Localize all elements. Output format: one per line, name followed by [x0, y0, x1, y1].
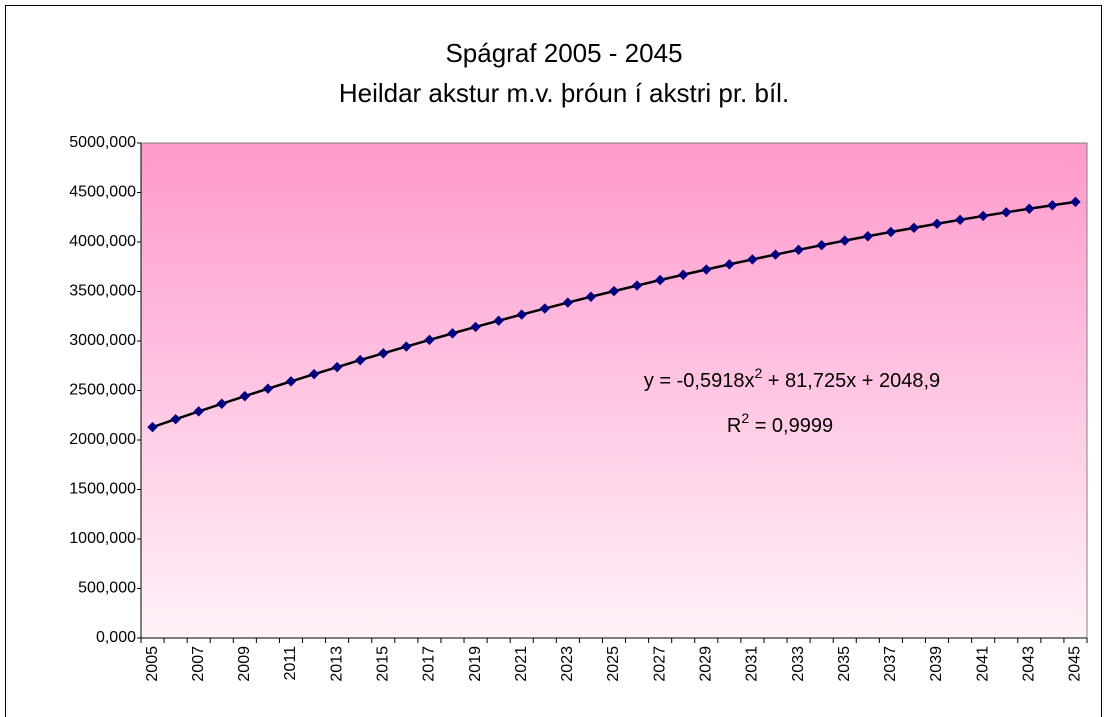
data-marker: [539, 303, 550, 314]
x-tick-label: 2019: [467, 646, 484, 682]
data-marker: [701, 264, 712, 275]
y-tick-label: 3500,000: [69, 283, 136, 300]
y-tick-label: 3000,000: [69, 332, 136, 349]
r2-part: = 0,9999: [749, 415, 833, 437]
data-marker: [678, 269, 689, 280]
eq-part: + 81,725x + 2048,9: [762, 370, 940, 392]
data-marker: [839, 235, 850, 246]
data-marker: [747, 254, 758, 265]
x-tick-label: 2025: [605, 646, 622, 682]
data-marker: [908, 222, 920, 234]
y-tick-label: 2500,000: [69, 382, 136, 399]
y-tick-label: 4500,000: [69, 184, 136, 201]
x-tick-label: 2005: [144, 646, 161, 682]
chart-title: Spágraf 2005 - 2045: [445, 38, 682, 68]
y-tick-label: 5000,000: [69, 134, 136, 151]
data-marker: [470, 321, 481, 333]
data-marker: [931, 218, 943, 229]
x-tick-label: 2037: [882, 646, 899, 682]
data-marker: [447, 328, 458, 339]
data-marker: [954, 214, 966, 226]
data-marker: [1070, 196, 1081, 208]
data-marker: [193, 406, 204, 417]
x-tick-label: 2031: [744, 646, 761, 682]
x-tick-label: 2039: [928, 646, 945, 682]
data-marker: [216, 398, 227, 409]
x-tick-label: 2007: [190, 646, 207, 682]
y-tick-label: 1500,000: [69, 481, 136, 498]
x-tick-label: 2029: [698, 646, 715, 682]
r-squared: R2 = 0,9999: [727, 410, 833, 437]
x-tick-label: 2021: [513, 646, 530, 682]
x-tick-label: 2011: [282, 646, 299, 681]
y-tick-label: 1000,000: [69, 530, 136, 547]
data-marker: [585, 291, 597, 302]
x-tick-label: 2009: [236, 646, 253, 682]
data-marker: [285, 376, 297, 387]
y-tick-label: 2000,000: [69, 431, 136, 448]
data-marker: [147, 421, 158, 433]
eq-sup: 2: [754, 365, 762, 381]
data-marker: [724, 259, 735, 270]
data-marker: [331, 361, 343, 373]
x-tick-label: 2035: [836, 646, 853, 682]
data-marker: [1001, 207, 1012, 218]
data-marker: [401, 341, 412, 352]
y-tick-label: 500,000: [78, 580, 136, 597]
trendline-equation: y = -0,5918x2 + 81,725x + 2048,9: [644, 365, 940, 392]
y-tick-label: 4000,000: [69, 233, 136, 250]
eq-part: y = -0,5918x: [644, 370, 755, 392]
x-tick-label: 2023: [559, 646, 576, 682]
data-marker: [654, 274, 666, 286]
data-marker: [1047, 200, 1058, 211]
data-marker: [262, 383, 274, 394]
x-tick-label: 2027: [651, 646, 668, 682]
data-marker: [239, 390, 251, 402]
data-marker: [608, 285, 620, 297]
y-tick-label: 0,000: [96, 629, 136, 646]
x-tick-label: 2013: [328, 646, 345, 682]
data-marker: [378, 348, 389, 359]
data-marker: [631, 280, 643, 291]
data-marker: [816, 239, 827, 251]
data-marker: [308, 368, 320, 380]
x-tick-label: 2045: [1067, 646, 1084, 682]
data-marker: [885, 226, 897, 238]
data-marker: [354, 354, 366, 366]
x-tick-label: 2043: [1021, 646, 1038, 682]
data-marker: [493, 315, 504, 326]
r2-part: R: [727, 415, 741, 437]
data-marker: [424, 334, 435, 346]
data-marker: [862, 231, 874, 242]
x-tick-label: 2033: [790, 646, 807, 682]
x-tick-label: 2015: [374, 646, 391, 682]
data-marker: [516, 309, 527, 320]
data-marker: [562, 297, 574, 308]
plot-area: [140, 142, 1088, 639]
chart-subtitle: Heildar akstur m.v. þróun í akstri pr. b…: [339, 78, 789, 108]
data-marker: [793, 244, 804, 256]
x-tick-label: 2041: [974, 646, 991, 682]
data-marker: [1024, 203, 1035, 214]
r2-sup: 2: [741, 410, 749, 426]
data-marker: [977, 210, 989, 222]
x-tick-label: 2017: [421, 646, 438, 682]
data-marker: [770, 249, 781, 260]
data-marker: [170, 414, 181, 425]
